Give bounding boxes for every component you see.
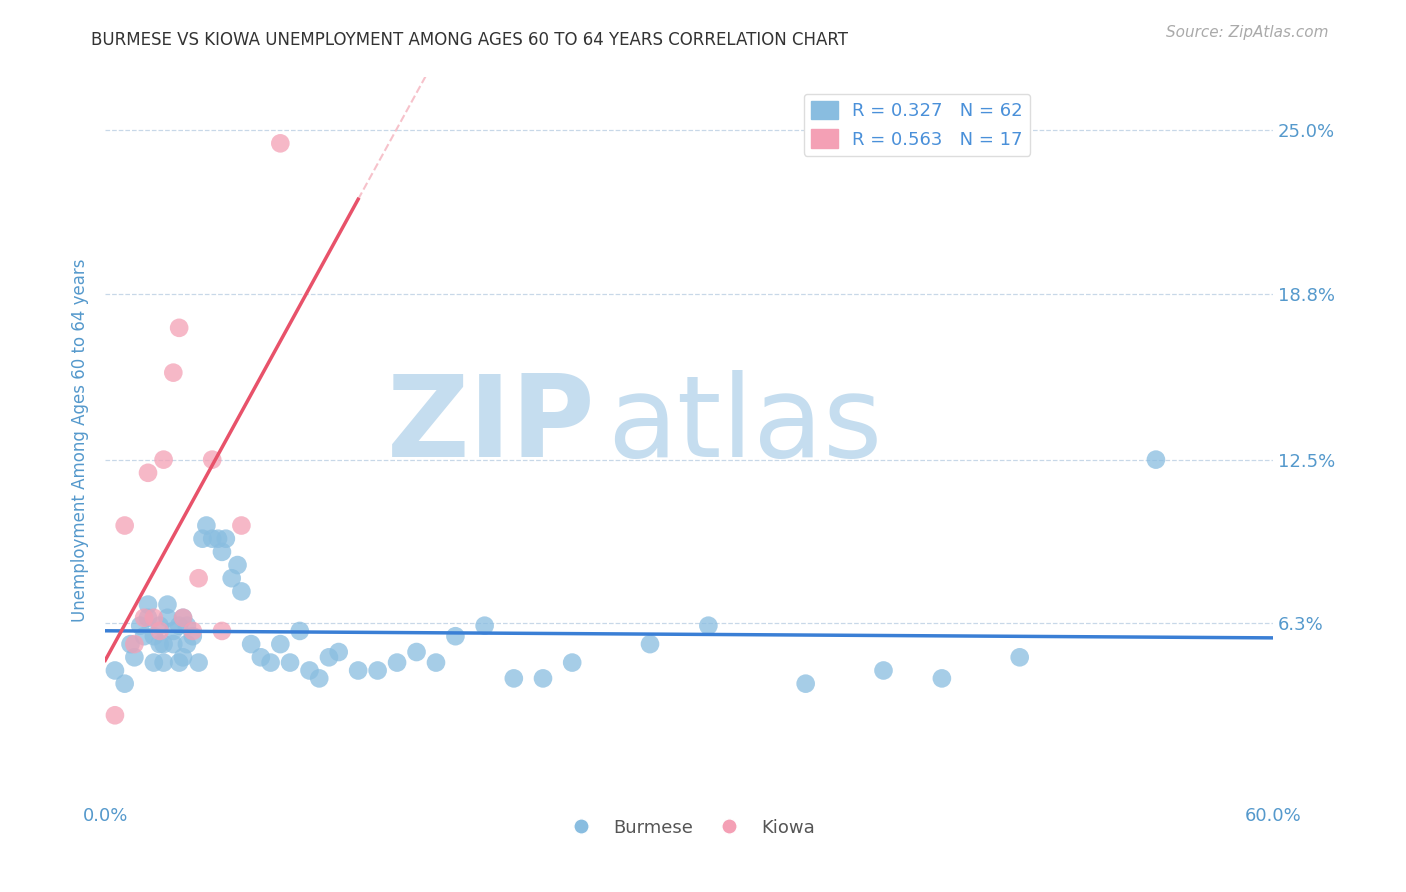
Point	[149, 618, 172, 632]
Point	[176, 637, 198, 651]
Legend: Burmese, Kiowa: Burmese, Kiowa	[555, 812, 823, 844]
Point	[405, 645, 427, 659]
Point	[152, 452, 174, 467]
Point	[120, 637, 142, 651]
Point	[167, 618, 190, 632]
Point	[444, 629, 467, 643]
Point	[152, 656, 174, 670]
Point	[176, 618, 198, 632]
Point	[156, 611, 179, 625]
Point	[250, 650, 273, 665]
Point	[129, 618, 152, 632]
Point	[697, 618, 720, 632]
Point	[278, 656, 301, 670]
Point	[114, 676, 136, 690]
Point	[104, 664, 127, 678]
Point	[187, 656, 209, 670]
Point	[531, 672, 554, 686]
Point	[318, 650, 340, 665]
Point	[308, 672, 330, 686]
Point	[142, 629, 165, 643]
Point	[162, 624, 184, 638]
Point	[298, 664, 321, 678]
Point	[142, 656, 165, 670]
Point	[172, 650, 194, 665]
Point	[561, 656, 583, 670]
Point	[181, 624, 204, 638]
Point	[172, 611, 194, 625]
Point	[134, 611, 156, 625]
Point	[114, 518, 136, 533]
Point	[124, 637, 146, 651]
Point	[226, 558, 249, 572]
Point	[167, 321, 190, 335]
Y-axis label: Unemployment Among Ages 60 to 64 years: Unemployment Among Ages 60 to 64 years	[72, 258, 89, 622]
Point	[104, 708, 127, 723]
Text: Source: ZipAtlas.com: Source: ZipAtlas.com	[1166, 25, 1329, 40]
Point	[167, 656, 190, 670]
Point	[201, 532, 224, 546]
Point	[367, 664, 389, 678]
Point	[231, 518, 253, 533]
Point	[181, 629, 204, 643]
Point	[385, 656, 408, 670]
Point	[872, 664, 894, 678]
Text: ZIP: ZIP	[387, 370, 596, 481]
Point	[124, 650, 146, 665]
Point	[211, 624, 233, 638]
Point	[215, 532, 238, 546]
Point	[134, 629, 156, 643]
Point	[187, 571, 209, 585]
Point	[1008, 650, 1031, 665]
Point	[201, 452, 224, 467]
Point	[1144, 452, 1167, 467]
Point	[142, 611, 165, 625]
Text: BURMESE VS KIOWA UNEMPLOYMENT AMONG AGES 60 TO 64 YEARS CORRELATION CHART: BURMESE VS KIOWA UNEMPLOYMENT AMONG AGES…	[91, 31, 848, 49]
Point	[162, 637, 184, 651]
Point	[136, 611, 159, 625]
Point	[347, 664, 370, 678]
Point	[474, 618, 496, 632]
Point	[211, 545, 233, 559]
Point	[328, 645, 350, 659]
Point	[207, 532, 229, 546]
Point	[195, 518, 218, 533]
Point	[149, 624, 172, 638]
Point	[156, 598, 179, 612]
Point	[152, 637, 174, 651]
Point	[231, 584, 253, 599]
Text: atlas: atlas	[607, 370, 883, 481]
Point	[638, 637, 661, 651]
Point	[172, 611, 194, 625]
Point	[502, 672, 524, 686]
Point	[931, 672, 953, 686]
Point	[191, 532, 214, 546]
Point	[794, 676, 817, 690]
Point	[288, 624, 311, 638]
Point	[149, 637, 172, 651]
Point	[162, 366, 184, 380]
Point	[221, 571, 243, 585]
Point	[259, 656, 281, 670]
Point	[425, 656, 447, 670]
Point	[136, 598, 159, 612]
Point	[240, 637, 263, 651]
Point	[269, 136, 291, 151]
Point	[136, 466, 159, 480]
Point	[269, 637, 291, 651]
